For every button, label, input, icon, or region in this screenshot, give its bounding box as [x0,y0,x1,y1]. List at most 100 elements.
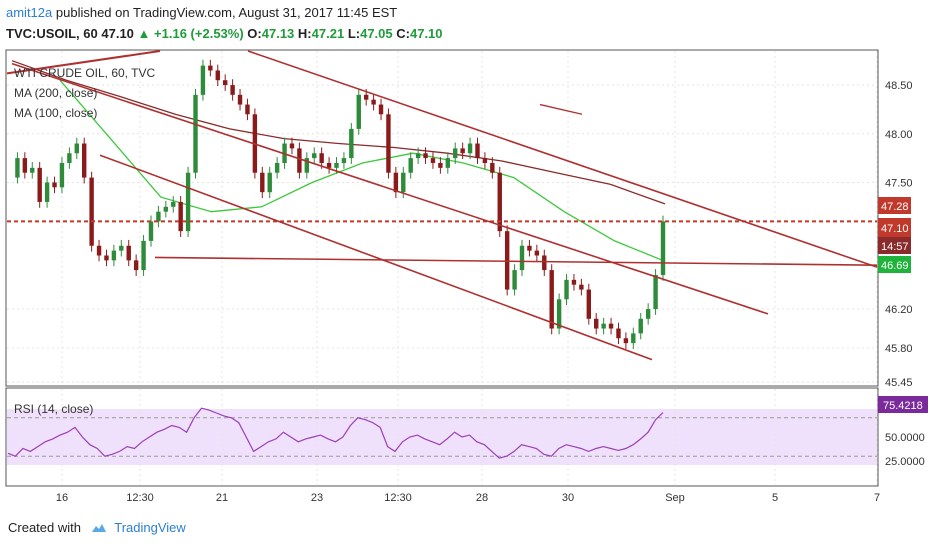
candle-body [386,114,391,173]
candle-body [564,279,569,300]
drawn-line-small [539,103,583,115]
candle-body [608,323,614,329]
close-label: C: [396,26,410,41]
candle-body [267,172,272,193]
candle-body [556,299,562,329]
ma100-line [59,79,666,262]
candle-body [438,162,443,168]
x-tick-label: 21 [216,492,228,504]
legend-rsi: RSI (14, close) [14,402,93,416]
candle-body [430,158,436,163]
candle-body [631,333,636,344]
candle-body [645,309,651,319]
badge-ma100-text: 46.69 [881,260,909,272]
open-value: 47.13 [261,26,295,41]
ma200-line [11,60,666,205]
x-tick-label: 23 [311,492,323,504]
candle-body [222,80,228,86]
tradingview-logo-icon[interactable] [91,521,107,532]
candle-body [586,289,591,319]
candle-body [445,158,451,168]
candle-body [378,104,384,115]
legend-ma100: MA (100, close) [14,106,97,120]
candle-body [44,182,50,202]
high-label: H: [297,26,312,41]
drawn-line-topleft [6,50,161,75]
x-tick-label: Sep [665,492,685,504]
candle-body [111,250,117,261]
badge-ma200-text: 47.28 [881,201,909,213]
candle-body [349,128,354,159]
change-value: +1.16 (+2.53%) [154,26,244,41]
candle-body [512,270,517,290]
candle-body [96,245,102,256]
badge-countdown: 14:57 [878,237,911,254]
candle-body [519,245,525,271]
candle-body [89,177,94,246]
candle-body [475,143,480,159]
channel-lower-line [99,154,653,361]
candle-body [104,255,109,261]
candle-body [289,143,295,149]
open-label: O: [247,26,262,41]
rsi-band [7,409,877,465]
candle-body [549,270,554,329]
candle-body [208,65,213,71]
candle-body [163,206,169,212]
x-tick-label: 16 [56,492,68,504]
y-tick-label: 45.80 [885,343,913,355]
candle-body [423,153,428,159]
badge-last-text: 47.10 [881,223,909,235]
candle-body [304,158,310,173]
candle-body [534,250,540,256]
author-link[interactable]: amit12a [6,5,53,20]
candle-body [497,172,502,232]
candle-body [453,148,458,159]
badge-ma200: 47.28 [878,197,911,214]
candle-body [660,221,666,275]
candle-body [393,172,399,193]
y-tick-label: 46.20 [885,304,913,316]
channel-upper-line [247,50,878,268]
candle-body [312,153,317,159]
symbol-info-line: TVC:USOIL, 60 47.10 ▲ +1.16 (+2.53%) O:4… [6,26,443,41]
rsi-line [7,407,664,459]
candle-body [59,162,65,188]
low-label: L: [347,26,361,41]
candle-body [542,255,547,271]
candle-body [504,231,510,290]
candle-body [156,211,161,222]
candle-body [490,162,495,173]
candle-body [119,245,124,251]
candle-body [297,148,302,173]
candle-body [260,172,265,193]
badge-rsi: 75.4218 [878,396,928,413]
candle-body [334,162,339,168]
close-value: 47.10 [409,26,443,41]
candle-body [37,167,42,202]
candle-body [22,158,28,173]
support-line [154,256,878,267]
x-tick-label: 28 [476,492,488,504]
candle-body [319,153,324,163]
candle-body [363,94,369,100]
badge-last: 47.10 [878,218,911,237]
candle-body [237,94,243,105]
candle-body [126,245,131,261]
candle-body [638,318,643,334]
main-pane[interactable] [5,49,879,387]
candle-body [571,279,577,285]
tradingview-brand[interactable]: TradingView [114,520,186,535]
candle-body [82,143,87,178]
candle-body [171,201,176,207]
legend-series: WTI CRUDE OIL, 60, TVC [14,66,155,80]
candle-body [15,158,20,178]
y-tick-label: 48.00 [885,129,913,141]
published-text: published on TradingView.com, August 31,… [55,5,398,20]
channel-middle-line [11,62,769,315]
x-tick-label: 30 [562,492,574,504]
publish-line: amit12a published on TradingView.com, Au… [6,5,397,20]
rsi-pane[interactable] [5,387,879,487]
candle-body [178,201,183,232]
